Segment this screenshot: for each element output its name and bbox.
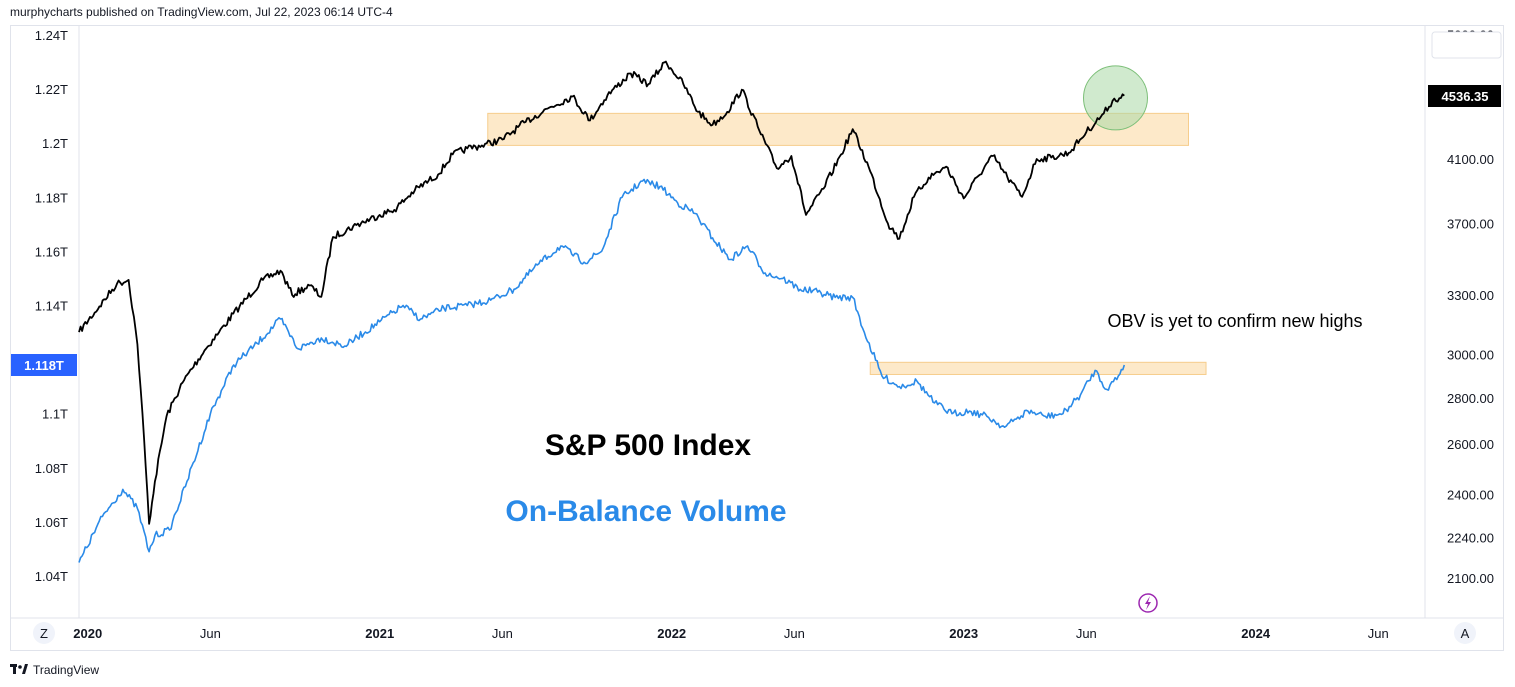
left-axis-tick: 1.16T — [35, 244, 68, 259]
auto-zoom-label: Z — [40, 626, 48, 641]
publish-attribution: murphycharts published on TradingView.co… — [10, 5, 393, 19]
time-axis-tick: Jun — [1368, 626, 1389, 641]
left-axis-tick: 1.18T — [35, 190, 68, 205]
price-current-label: 4536.35 — [1428, 85, 1501, 107]
time-axis-tick: Jun — [492, 626, 513, 641]
obv-annotation: OBV is yet to confirm new highs — [1107, 311, 1362, 331]
right-axis-tick: 2400.00 — [1447, 487, 1494, 502]
tradingview-logo-icon — [10, 664, 28, 676]
right-axis-tick: 3300.00 — [1447, 288, 1494, 303]
right-axis-tick: 2800.00 — [1447, 391, 1494, 406]
left-axis-tick: 1.04T — [35, 569, 68, 584]
time-axis-tick: Jun — [1076, 626, 1097, 641]
auto-zoom-button[interactable]: Z — [33, 622, 55, 644]
obv-series-line[interactable] — [78, 178, 1126, 563]
highlight-circle[interactable] — [1083, 65, 1149, 131]
right-axis-tick: 3700.00 — [1447, 216, 1494, 231]
resistance-zone-2[interactable] — [869, 361, 1207, 375]
price-series-line[interactable] — [78, 60, 1125, 525]
time-axis-tick: Jun — [784, 626, 805, 641]
time-axis-tick: 2022 — [657, 626, 686, 641]
lightning-icon[interactable] — [1138, 593, 1158, 613]
left-axis-tick: 1.06T — [35, 515, 68, 530]
time-axis-tick: 2020 — [73, 626, 102, 641]
time-axis-tick: 2023 — [949, 626, 978, 641]
left-axis-tick: 1.1T — [42, 407, 68, 422]
chart-frame[interactable] — [10, 25, 1504, 651]
right-axis-tick: 4100.00 — [1447, 152, 1494, 167]
left-axis-tick: 1.2T — [42, 136, 68, 151]
time-axis-tick: 2024 — [1241, 626, 1271, 641]
right-axis-tick: 2240.00 — [1447, 531, 1494, 546]
footer-brand: TradingView — [33, 663, 100, 677]
chart-title: S&P 500 Index — [545, 429, 752, 462]
resistance-zone-1[interactable] — [487, 112, 1190, 146]
chart-subtitle: On-Balance Volume — [505, 495, 786, 528]
scale-settings-box[interactable] — [1431, 31, 1502, 59]
auto-scale-label: A — [1461, 626, 1470, 641]
time-axis-tick: 2021 — [365, 626, 394, 641]
left-axis-tick: 1.14T — [35, 299, 68, 314]
obv-current-value: 1.118T — [24, 358, 64, 373]
auto-scale-button[interactable]: A — [1454, 622, 1476, 644]
right-axis-tick: 3000.00 — [1447, 348, 1494, 363]
right-axis-tick: 2600.00 — [1447, 437, 1494, 452]
left-axis-tick: 1.22T — [35, 82, 68, 97]
obv-current-label: 1.118T — [11, 354, 77, 376]
left-axis-tick: 1.08T — [35, 461, 68, 476]
left-axis-tick: 1.24T — [35, 28, 68, 43]
footer: TradingView — [10, 660, 99, 680]
time-axis-tick: Jun — [200, 626, 221, 641]
price-current-value: 4536.35 — [1442, 89, 1489, 104]
right-axis-tick: 2100.00 — [1447, 571, 1494, 586]
